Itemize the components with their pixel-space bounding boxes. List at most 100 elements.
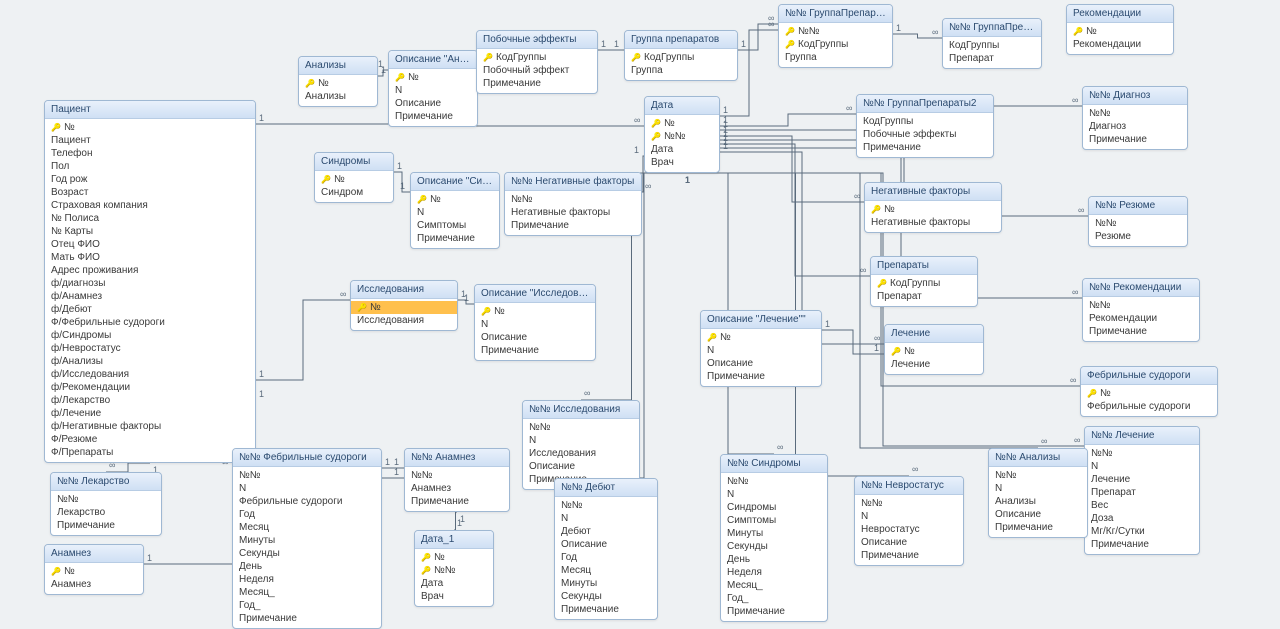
field[interactable]: Препарат <box>871 290 977 303</box>
field[interactable]: N <box>701 344 821 357</box>
field[interactable]: №№ <box>721 475 827 488</box>
field[interactable]: ф/Лечение <box>45 407 255 420</box>
key-field[interactable]: №№ <box>645 130 719 143</box>
field[interactable]: Примечание <box>1083 325 1199 338</box>
field[interactable]: N <box>721 488 827 501</box>
field[interactable]: Дата <box>415 577 493 590</box>
table-nn_lek[interactable]: №№ Лекарство№№ЛекарствоПримечание <box>50 472 162 536</box>
field[interactable]: Примечание <box>411 232 499 245</box>
field[interactable]: Примечание <box>505 219 641 232</box>
field[interactable]: Примечание <box>51 519 161 532</box>
field[interactable]: Примечание <box>855 549 963 562</box>
table-nn_anamnez[interactable]: №№ Анамнез№№АнамнезПримечание <box>404 448 510 512</box>
table-header[interactable]: Фебрильные судороги <box>1081 367 1217 385</box>
field[interactable]: Описание <box>523 460 639 473</box>
field[interactable]: КодГруппы <box>857 115 993 128</box>
table-nn_nevro[interactable]: №№ Невростатус№№NНевростатусОписаниеПрим… <box>854 476 964 566</box>
table-header[interactable]: №№ Негативные факторы <box>505 173 641 191</box>
field[interactable]: Секунды <box>233 547 381 560</box>
field[interactable]: Пол <box>45 160 255 173</box>
table-header[interactable]: Синдромы <box>315 153 393 171</box>
field[interactable]: Пациент <box>45 134 255 147</box>
table-header[interactable]: Пациент <box>45 101 255 119</box>
table-header[interactable]: Анализы <box>299 57 377 75</box>
field[interactable]: ф/Негативные факторы <box>45 420 255 433</box>
field[interactable]: Секунды <box>721 540 827 553</box>
key-field[interactable]: № <box>351 301 457 314</box>
field[interactable]: Резюме <box>1089 230 1187 243</box>
table-header[interactable]: Препараты <box>871 257 977 275</box>
table-rekom[interactable]: Рекомендации№Рекомендации <box>1066 4 1174 55</box>
table-header[interactable]: Дата <box>645 97 719 115</box>
table-header[interactable]: Негативные факторы <box>865 183 1001 201</box>
field[interactable]: Месяц <box>555 564 657 577</box>
field[interactable]: Описание <box>555 538 657 551</box>
field[interactable]: Описание <box>989 508 1087 521</box>
table-nn_rekom[interactable]: №№ Рекомендации№№РекомендацииПримечание <box>1082 278 1200 342</box>
table-anamnez[interactable]: Анамнез№Анамнез <box>44 544 144 595</box>
field[interactable]: Ф/Резюме <box>45 433 255 446</box>
field[interactable]: Невростатус <box>855 523 963 536</box>
field[interactable]: ф/Невростатус <box>45 342 255 355</box>
key-field[interactable]: № <box>45 565 143 578</box>
table-header[interactable]: Исследования <box>351 281 457 299</box>
table-header[interactable]: №№ Лекарство <box>51 473 161 491</box>
table-header[interactable]: №№ Фебрильные судороги <box>233 449 381 467</box>
field[interactable]: Минуты <box>233 534 381 547</box>
field[interactable]: Год_ <box>233 599 381 612</box>
field[interactable]: Ф/Препараты <box>45 446 255 459</box>
table-nn_gruppapreparaty2[interactable]: №№ ГруппаПрепараты2КодГруппыПобочные эфф… <box>856 94 994 158</box>
field[interactable]: ф/Исследования <box>45 368 255 381</box>
field[interactable]: Анамнез <box>405 482 509 495</box>
field[interactable]: Месяц <box>233 521 381 534</box>
table-gruppa_prep[interactable]: Группа препаратовКодГруппыГруппа <box>624 30 738 81</box>
key-field[interactable]: КодГруппы <box>477 51 597 64</box>
field[interactable]: КодГруппы <box>943 39 1041 52</box>
field[interactable]: Побочные эффекты <box>857 128 993 141</box>
field[interactable]: №№ <box>989 469 1087 482</box>
field[interactable]: Препарат <box>1085 486 1199 499</box>
key-field[interactable]: КодГруппы <box>625 51 737 64</box>
field[interactable]: Примечание <box>1085 538 1199 551</box>
field[interactable]: Год рож <box>45 173 255 186</box>
key-field[interactable]: № <box>389 71 477 84</box>
field[interactable]: N <box>233 482 381 495</box>
field[interactable]: N <box>523 434 639 447</box>
field[interactable]: №№ <box>1085 447 1199 460</box>
field[interactable]: Исследования <box>523 447 639 460</box>
field[interactable]: Синдром <box>315 186 393 199</box>
field[interactable]: №№ <box>1083 107 1187 120</box>
field[interactable]: Примечание <box>389 110 477 123</box>
table-nn_analizy[interactable]: №№ Анализы№№NАнализыОписаниеПримечание <box>988 448 1088 538</box>
field[interactable]: Адрес проживания <box>45 264 255 277</box>
field[interactable]: №№ <box>855 497 963 510</box>
table-header[interactable]: Побочные эффекты <box>477 31 597 49</box>
field[interactable]: N <box>389 84 477 97</box>
table-header[interactable]: №№ Лечение <box>1085 427 1199 445</box>
table-header[interactable]: Описание "Лечение"" <box>701 311 821 329</box>
field[interactable]: Месяц_ <box>721 579 827 592</box>
field[interactable]: ф/диагнозы <box>45 277 255 290</box>
table-lechenie[interactable]: Лечение№Лечение <box>884 324 984 375</box>
field[interactable]: Примечание <box>475 344 595 357</box>
field[interactable]: Примечание <box>555 603 657 616</box>
field[interactable]: N <box>411 206 499 219</box>
field[interactable]: Неделя <box>233 573 381 586</box>
field[interactable]: N <box>1085 460 1199 473</box>
table-febr[interactable]: Фебрильные судороги№Фебрильные судороги <box>1080 366 1218 417</box>
key-field[interactable]: № <box>299 77 377 90</box>
field[interactable]: Дата <box>645 143 719 156</box>
field[interactable]: Год <box>233 508 381 521</box>
field[interactable]: ф/Анамнез <box>45 290 255 303</box>
field[interactable]: Телефон <box>45 147 255 160</box>
field[interactable]: Примечание <box>721 605 827 618</box>
field[interactable]: Возраст <box>45 186 255 199</box>
table-header[interactable]: №№ Резюме <box>1089 197 1187 215</box>
field[interactable]: Негативные факторы <box>505 206 641 219</box>
key-field[interactable]: №№ <box>779 25 892 38</box>
field[interactable]: Отец ФИО <box>45 238 255 251</box>
key-field[interactable]: № <box>315 173 393 186</box>
key-field[interactable]: № <box>885 345 983 358</box>
field[interactable]: № Карты <box>45 225 255 238</box>
key-field[interactable]: № <box>1081 387 1217 400</box>
